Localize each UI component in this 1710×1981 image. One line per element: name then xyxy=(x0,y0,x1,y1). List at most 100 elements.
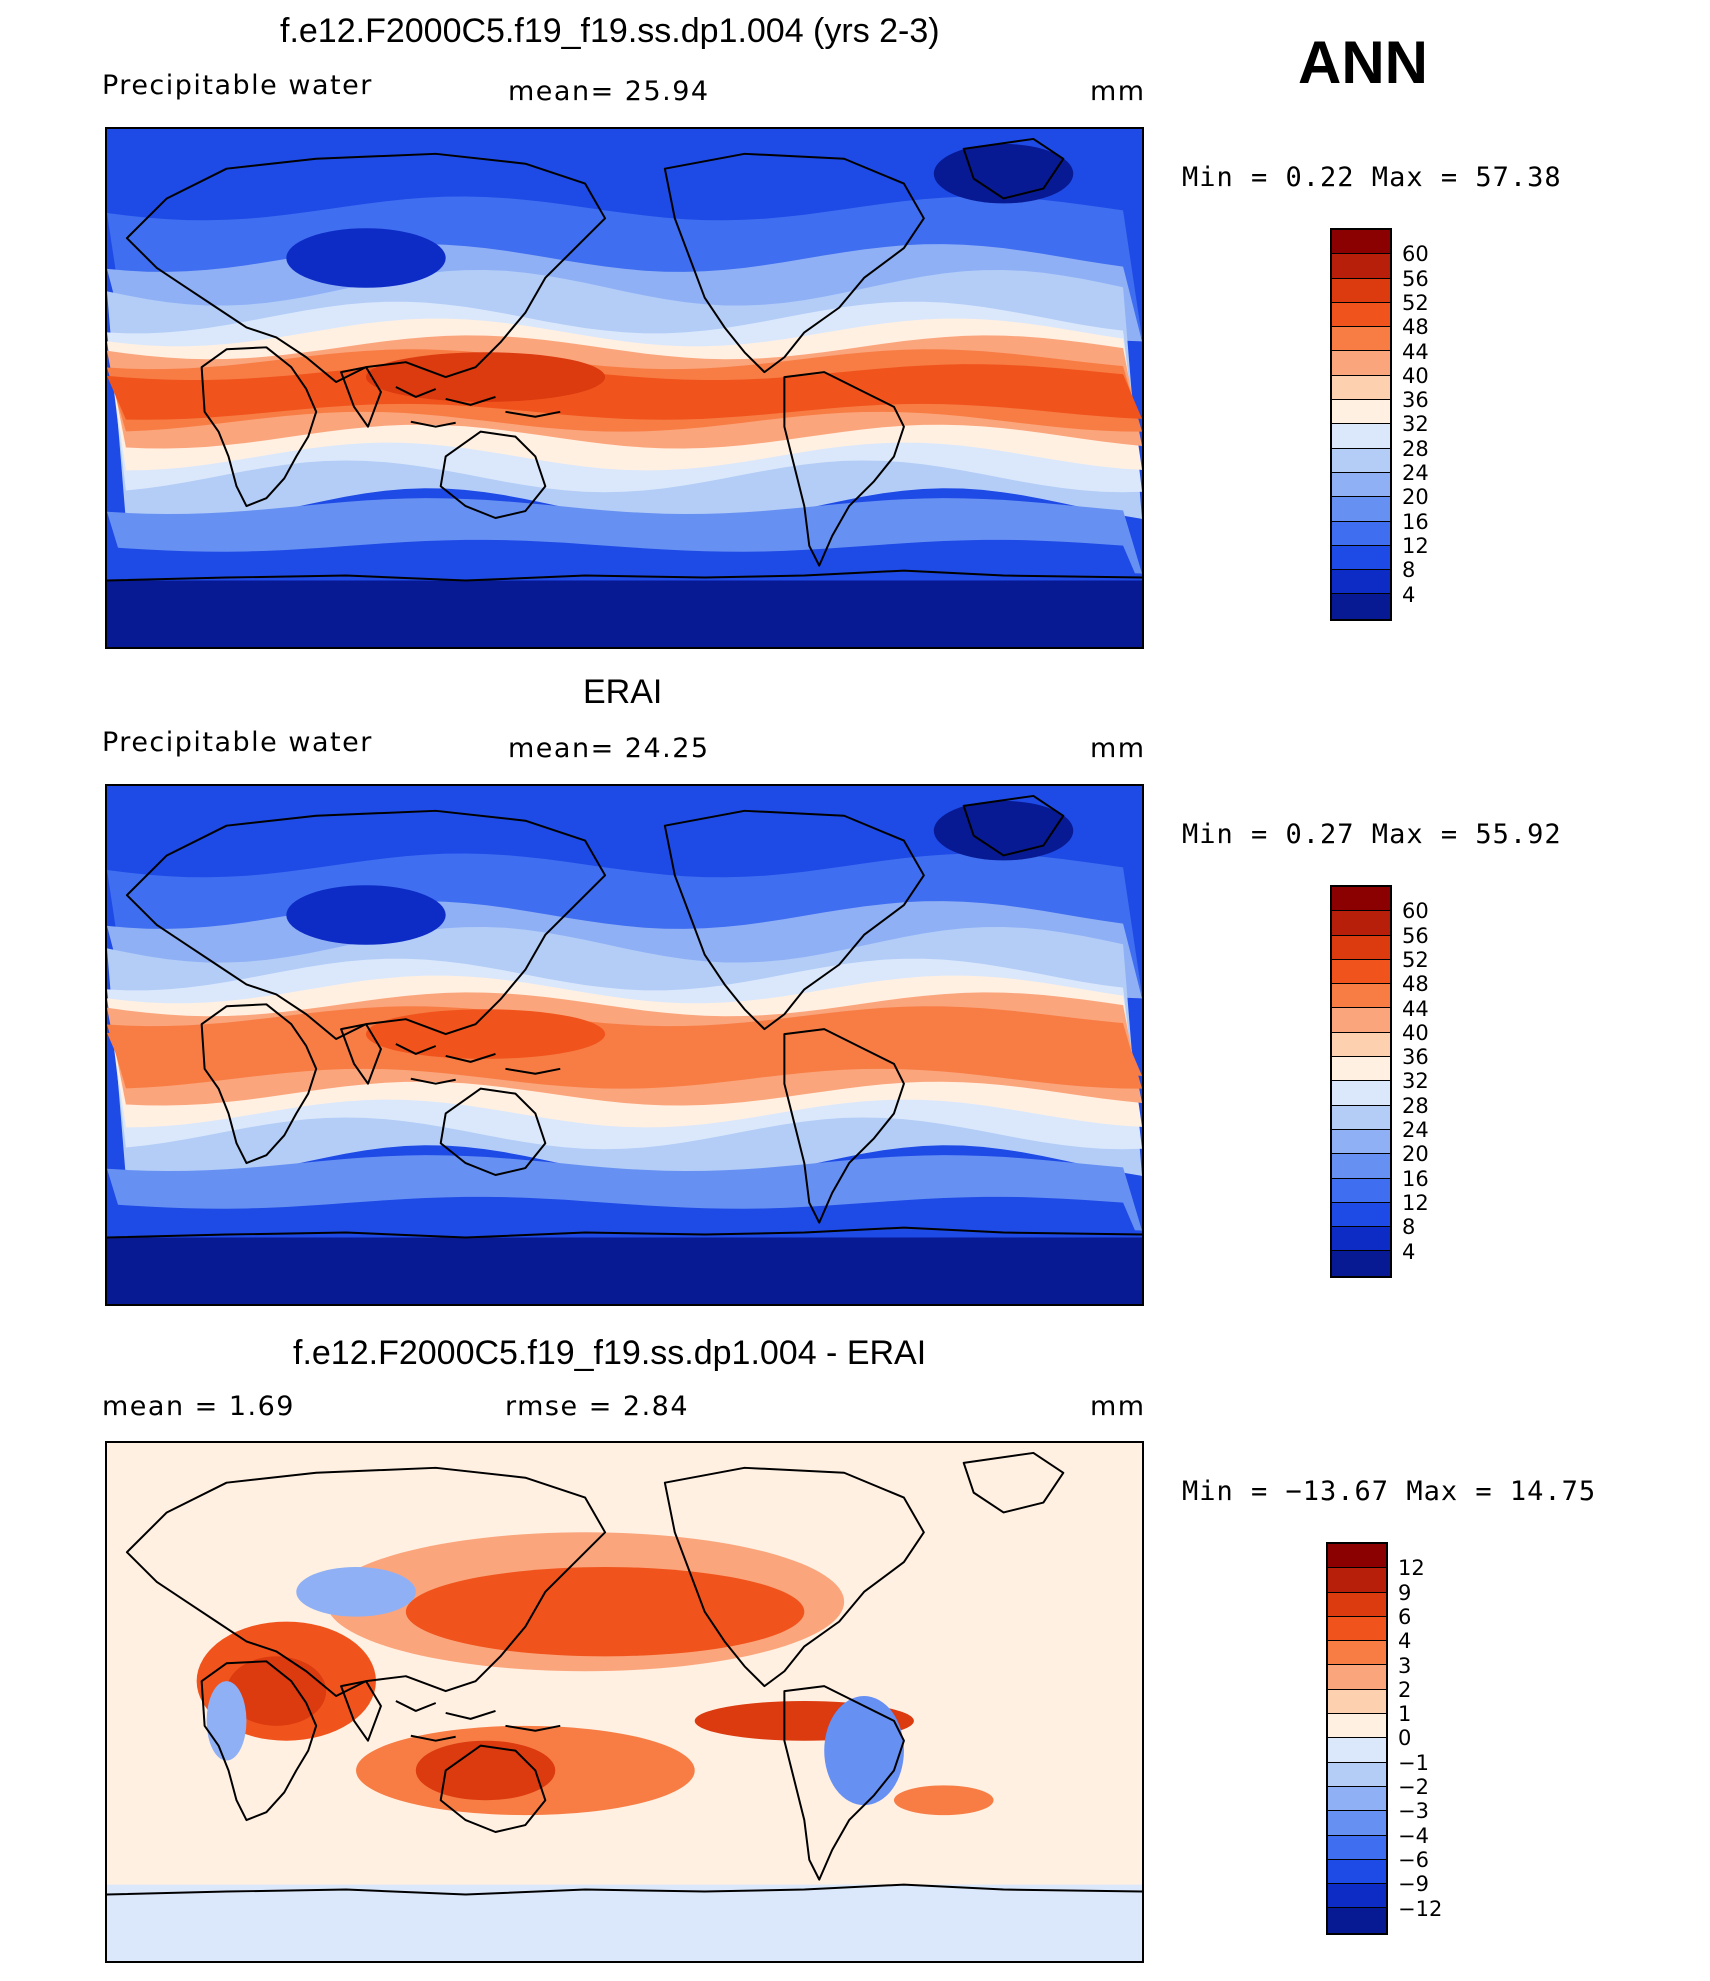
panel-3-rmse-label: rmse = 2.84 xyxy=(505,1391,690,1422)
colorbar-swatch xyxy=(1332,278,1390,303)
colorbar-swatch xyxy=(1328,1835,1386,1860)
colorbar-swatch xyxy=(1332,1032,1390,1058)
colorbar-tick-label: 56 xyxy=(1402,266,1429,291)
panel-1-colorbar xyxy=(1330,228,1392,621)
season-label: ANN xyxy=(1298,29,1428,96)
panel-3-units: mm xyxy=(1090,1391,1146,1422)
colorbar-swatch xyxy=(1332,1202,1390,1228)
panel-2-colorbar xyxy=(1330,885,1392,1278)
colorbar-tick-label: 16 xyxy=(1402,1166,1429,1191)
panel-1-mean-label: mean= 25.94 xyxy=(508,76,710,107)
colorbar-tick-label: −1 xyxy=(1398,1750,1429,1775)
colorbar-tick-label: 40 xyxy=(1402,1020,1429,1045)
colorbar-tick-label: −4 xyxy=(1398,1823,1429,1848)
panel-1-title: f.e12.F2000C5.f19_f19.ss.dp1.004 (yrs 2-… xyxy=(280,12,940,50)
panel-3-map xyxy=(105,1441,1144,1963)
panel-2-minmax: Min = 0.27 Max = 55.92 xyxy=(1182,819,1562,850)
colorbar-swatch xyxy=(1332,230,1390,255)
colorbar-swatch xyxy=(1328,1641,1386,1666)
colorbar-tick-label: 3 xyxy=(1398,1653,1412,1678)
colorbar-swatch xyxy=(1332,351,1390,376)
colorbar-tick-label: 20 xyxy=(1402,1142,1429,1167)
colorbar-swatch xyxy=(1328,1714,1386,1739)
colorbar-tick-label: 8 xyxy=(1402,1215,1416,1240)
colorbar-tick-label: 12 xyxy=(1402,533,1429,558)
colorbar-swatch xyxy=(1332,448,1390,473)
colorbar-swatch xyxy=(1328,1811,1386,1836)
colorbar-swatch xyxy=(1328,1738,1386,1763)
panel-1-map xyxy=(105,127,1144,649)
colorbar-tick-label: −3 xyxy=(1398,1799,1429,1824)
colorbar-tick-label: 52 xyxy=(1402,947,1429,972)
colorbar-swatch xyxy=(1332,594,1390,619)
colorbar-swatch xyxy=(1332,400,1390,425)
colorbar-tick-label: 48 xyxy=(1402,315,1429,340)
colorbar-swatch xyxy=(1328,1592,1386,1617)
colorbar-swatch xyxy=(1332,327,1390,352)
colorbar-tick-label: 28 xyxy=(1402,436,1429,461)
colorbar-swatch xyxy=(1328,1568,1386,1593)
colorbar-swatch xyxy=(1332,497,1390,522)
panel-2-mean-label: mean= 24.25 xyxy=(508,733,710,764)
colorbar-swatch xyxy=(1332,1008,1390,1033)
colorbar-tick-label: 1 xyxy=(1398,1702,1412,1727)
colorbar-swatch xyxy=(1328,1762,1386,1787)
colorbar-tick-label: 4 xyxy=(1398,1629,1412,1654)
colorbar-tick-label: 28 xyxy=(1402,1093,1429,1118)
colorbar-tick-label: 24 xyxy=(1402,461,1429,485)
colorbar-tick-label: 60 xyxy=(1402,242,1429,267)
colorbar-swatch xyxy=(1328,1786,1386,1812)
colorbar-swatch xyxy=(1332,1081,1390,1106)
colorbar-tick-label: 24 xyxy=(1402,1118,1429,1142)
colorbar-tick-label: 52 xyxy=(1402,290,1429,315)
colorbar-swatch xyxy=(1328,1544,1386,1569)
colorbar-tick-label: 56 xyxy=(1402,923,1429,948)
panel-3-minmax: Min = −13.67 Max = 14.75 xyxy=(1182,1476,1597,1507)
colorbar-swatch xyxy=(1332,1105,1390,1130)
colorbar-swatch xyxy=(1332,887,1390,912)
colorbar-tick-label: 36 xyxy=(1402,388,1429,413)
panel-2-units: mm xyxy=(1090,733,1146,764)
colorbar-swatch xyxy=(1332,254,1390,279)
panel-2-map xyxy=(105,784,1144,1306)
colorbar-tick-label: 12 xyxy=(1398,1556,1425,1581)
colorbar-swatch xyxy=(1332,1057,1390,1082)
colorbar-tick-label: 44 xyxy=(1402,339,1429,364)
colorbar-tick-label: 48 xyxy=(1402,972,1429,997)
colorbar-swatch xyxy=(1332,984,1390,1009)
colorbar-tick-label: 4 xyxy=(1402,582,1416,607)
colorbar-swatch xyxy=(1332,570,1390,595)
colorbar-swatch xyxy=(1332,375,1390,401)
panel-1-variable-label: Precipitable water xyxy=(102,70,373,101)
colorbar-swatch xyxy=(1332,472,1390,498)
colorbar-tick-label: 0 xyxy=(1398,1726,1412,1751)
colorbar-tick-label: −2 xyxy=(1398,1775,1429,1799)
colorbar-swatch xyxy=(1332,935,1390,960)
colorbar-tick-label: 60 xyxy=(1402,899,1429,924)
panel-1-units: mm xyxy=(1090,76,1146,107)
colorbar-swatch xyxy=(1328,1859,1386,1885)
colorbar-tick-label: 44 xyxy=(1402,996,1429,1021)
colorbar-swatch xyxy=(1328,1665,1386,1690)
colorbar-swatch xyxy=(1332,545,1390,571)
panel-3-title: f.e12.F2000C5.f19_f19.ss.dp1.004 - ERAI xyxy=(293,1334,927,1372)
colorbar-tick-label: 8 xyxy=(1402,558,1416,583)
colorbar-swatch xyxy=(1328,1908,1386,1933)
colorbar-tick-label: 9 xyxy=(1398,1580,1412,1605)
colorbar-swatch xyxy=(1328,1689,1386,1715)
colorbar-swatch xyxy=(1328,1884,1386,1909)
panel-2-title: ERAI xyxy=(583,673,663,711)
colorbar-tick-label: 32 xyxy=(1402,412,1429,437)
colorbar-tick-label: 16 xyxy=(1402,509,1429,534)
colorbar-tick-label: 36 xyxy=(1402,1045,1429,1070)
colorbar-tick-label: 20 xyxy=(1402,485,1429,510)
colorbar-tick-label: 4 xyxy=(1402,1239,1416,1264)
panel-3-mean-label: mean = 1.69 xyxy=(102,1391,295,1422)
panel-3-colorbar xyxy=(1326,1542,1388,1935)
colorbar-tick-label: 12 xyxy=(1402,1190,1429,1215)
colorbar-swatch xyxy=(1332,1154,1390,1179)
colorbar-swatch xyxy=(1332,1251,1390,1276)
colorbar-swatch xyxy=(1332,1227,1390,1252)
colorbar-tick-label: 40 xyxy=(1402,363,1429,388)
colorbar-swatch xyxy=(1332,959,1390,985)
